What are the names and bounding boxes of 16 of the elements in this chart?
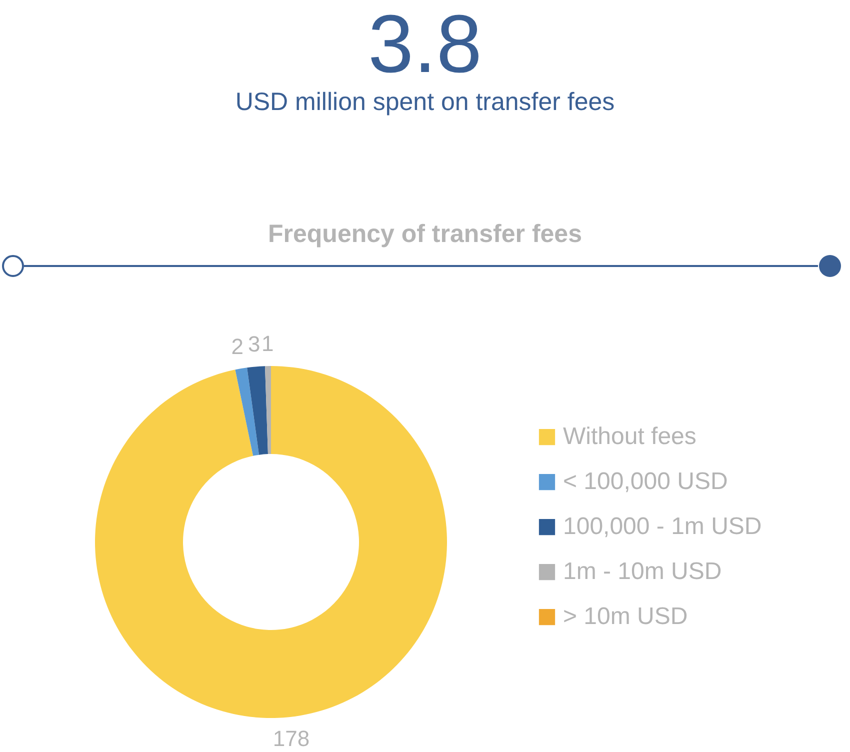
text: USD million spent on transfer fees: [234, 88, 616, 117]
legend-label: 100,000 - 1m USD: [563, 513, 762, 540]
text: 3.8: [367, 0, 483, 90]
donut-slice: [264, 366, 271, 454]
donut-slice: [235, 368, 260, 456]
donut-slice: [95, 366, 447, 718]
legend-label: > 10m USD: [563, 603, 688, 630]
data-label: 1: [261, 331, 274, 356]
data-label: 2: [231, 334, 244, 359]
data-label: 178: [272, 726, 310, 751]
data-label: 3: [248, 332, 260, 357]
legend-label: 1m - 10m USD: [563, 558, 722, 585]
donut-slice: [247, 366, 268, 455]
chart-title: Frequency of transfer fees: [267, 220, 583, 249]
legend-label: < 100,000 USD: [563, 468, 728, 495]
legend-label: Without fees: [563, 423, 696, 450]
